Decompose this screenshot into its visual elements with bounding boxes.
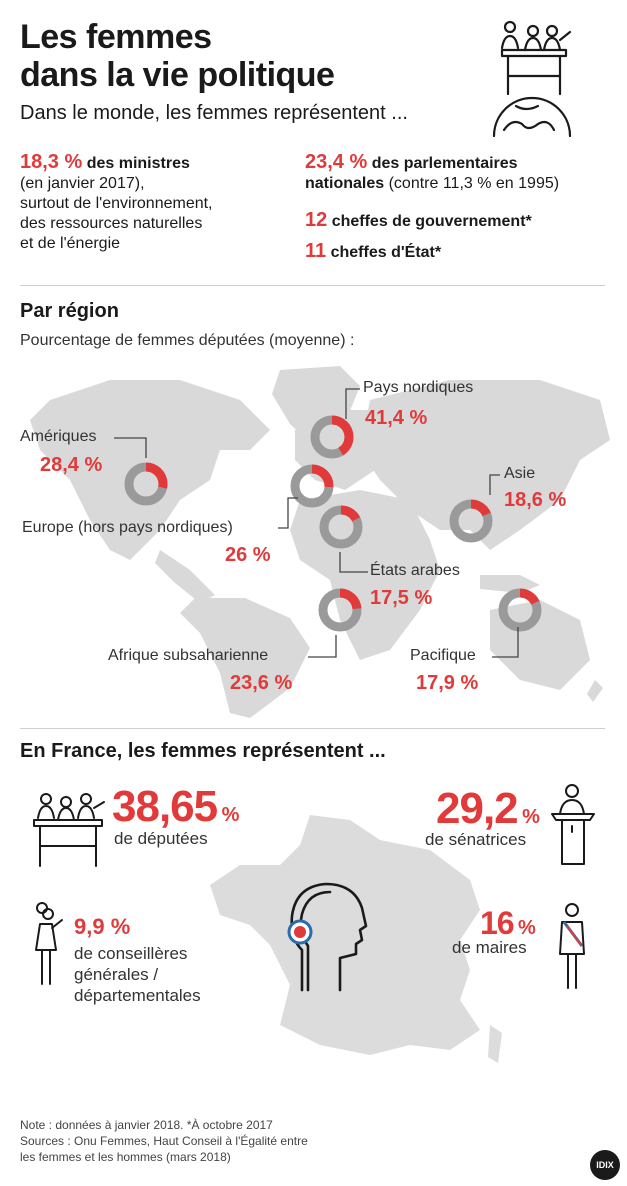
footer-sources-2: les femmes et les hommes (mars 2018) bbox=[20, 1150, 231, 1164]
logo-text: IDIX bbox=[596, 1160, 614, 1170]
stat-ministers-line5: et de l'énergie bbox=[20, 235, 121, 252]
stat-ministers-label: des ministres bbox=[86, 155, 190, 172]
donut-pacific bbox=[498, 588, 542, 632]
donut-value-asia bbox=[449, 499, 493, 543]
councillors-text: de conseillères générales / départementa… bbox=[74, 943, 201, 1006]
mayors-value: 16 bbox=[480, 905, 515, 941]
stat-ministers-value: 18,3 % bbox=[20, 151, 83, 173]
pct-pacific: 17,9 % bbox=[416, 672, 479, 694]
stat-ministers-line3: surtout de l'environnement, bbox=[20, 195, 213, 212]
stat-heads-gov: 12 cheffes de gouvernement* bbox=[305, 210, 532, 232]
stat-heads-gov-label: cheffes de gouvernement* bbox=[331, 213, 532, 230]
stat-heads-state: 11 cheffes d'État* bbox=[305, 241, 441, 263]
stat-parliament-label-bold: nationales bbox=[305, 175, 385, 192]
donut-value-arab bbox=[319, 505, 363, 549]
pct-nordic: 41,4 % bbox=[365, 407, 428, 429]
stat-parliament: 23,4 % des parlementaires nationales (co… bbox=[305, 152, 559, 194]
footer-note: Note : données à janvier 2018. *À octobr… bbox=[20, 1118, 273, 1132]
stat-ministers-line4: des ressources naturelles bbox=[20, 215, 203, 232]
donut-africa bbox=[318, 588, 362, 632]
mayor-sash-icon bbox=[559, 903, 585, 989]
councillors-value: 9,9 % bbox=[74, 914, 131, 939]
divider bbox=[20, 728, 605, 729]
donut-nordic bbox=[310, 415, 354, 459]
stat-parliament-value: 23,4 % bbox=[305, 151, 368, 173]
parliament-globe-icon bbox=[492, 20, 572, 138]
mayors-stat: 16 % bbox=[480, 905, 536, 942]
label-europe: Europe (hors pays nordiques) bbox=[22, 519, 233, 536]
stat-parliament-label-rest: (contre 11,3 % en 1995) bbox=[388, 175, 560, 192]
councillors-line-1: de conseillères bbox=[74, 944, 188, 963]
senators-label: de sénatrices bbox=[425, 830, 527, 849]
senators-value: 29,2 bbox=[436, 784, 519, 833]
speaker-podium-icon bbox=[551, 784, 595, 865]
deputies-pct: % bbox=[221, 804, 240, 826]
stat-heads-gov-value: 12 bbox=[305, 209, 328, 231]
deputies-stat: 38,65 % bbox=[112, 782, 239, 832]
woman-speaking-icon bbox=[35, 902, 63, 985]
logo: IDIX bbox=[590, 1150, 620, 1180]
stat-heads-state-label: cheffes d'État* bbox=[330, 244, 442, 261]
donut-asia bbox=[449, 499, 493, 543]
label-americas: Amériques bbox=[20, 428, 97, 445]
pct-americas: 28,4 % bbox=[40, 454, 103, 476]
councillors-line-3: départementales bbox=[74, 986, 201, 1005]
donut-value-europe bbox=[290, 464, 334, 508]
assembly-group-icon bbox=[33, 793, 105, 867]
donut-arab bbox=[319, 505, 363, 549]
stat-parliament-label: des parlementaires bbox=[371, 155, 518, 172]
label-africa: Afrique subsaharienne bbox=[108, 647, 269, 664]
mayors-label: de maires bbox=[452, 938, 527, 957]
pct-arab: 17,5 % bbox=[370, 587, 433, 609]
pct-asia: 18,6 % bbox=[504, 489, 567, 511]
title-line-1: Les femmes bbox=[20, 18, 212, 56]
title-line-2: dans la vie politique bbox=[20, 56, 335, 94]
stat-ministers-line2: (en janvier 2017), bbox=[20, 175, 145, 192]
pct-africa: 23,6 % bbox=[230, 672, 293, 694]
councillors-line-2: générales / bbox=[74, 965, 159, 984]
subtitle: Dans le monde, les femmes représentent .… bbox=[20, 102, 408, 124]
region-title: Par région bbox=[20, 300, 119, 322]
label-pacific: Pacifique bbox=[410, 647, 476, 664]
label-arab: États arabes bbox=[370, 562, 460, 579]
stat-ministers: 18,3 % des ministres (en janvier 2017), … bbox=[20, 152, 213, 254]
stat-heads-state-value: 11 bbox=[305, 240, 327, 262]
donut-value-americas bbox=[124, 462, 168, 506]
divider bbox=[20, 285, 605, 286]
region-caption: Pourcentage de femmes députées (moyenne)… bbox=[20, 332, 355, 349]
donut-value-africa bbox=[318, 588, 362, 632]
donut-europe bbox=[290, 464, 334, 508]
donut-americas bbox=[124, 462, 168, 506]
mayors-pct: % bbox=[518, 917, 536, 939]
footer-sources-1: Sources : Onu Femmes, Haut Conseil à l'É… bbox=[20, 1134, 308, 1148]
pct-europe: 26 % bbox=[225, 544, 271, 566]
donut-value-pacific bbox=[498, 588, 542, 632]
senators-pct: % bbox=[522, 806, 540, 828]
france-title: En France, les femmes représentent ... bbox=[20, 740, 386, 762]
label-asia: Asie bbox=[504, 465, 536, 482]
woman-profile-target-icon bbox=[287, 882, 368, 992]
label-nordic: Pays nordiques bbox=[363, 379, 474, 396]
senators-stat: 29,2 % bbox=[436, 784, 540, 834]
donut-value-nordic bbox=[310, 415, 354, 459]
france-map bbox=[210, 815, 502, 1063]
deputies-label: de députées bbox=[114, 829, 208, 848]
page-title: Les femmes dans la vie politique bbox=[20, 18, 335, 94]
deputies-value: 38,65 bbox=[112, 782, 218, 831]
